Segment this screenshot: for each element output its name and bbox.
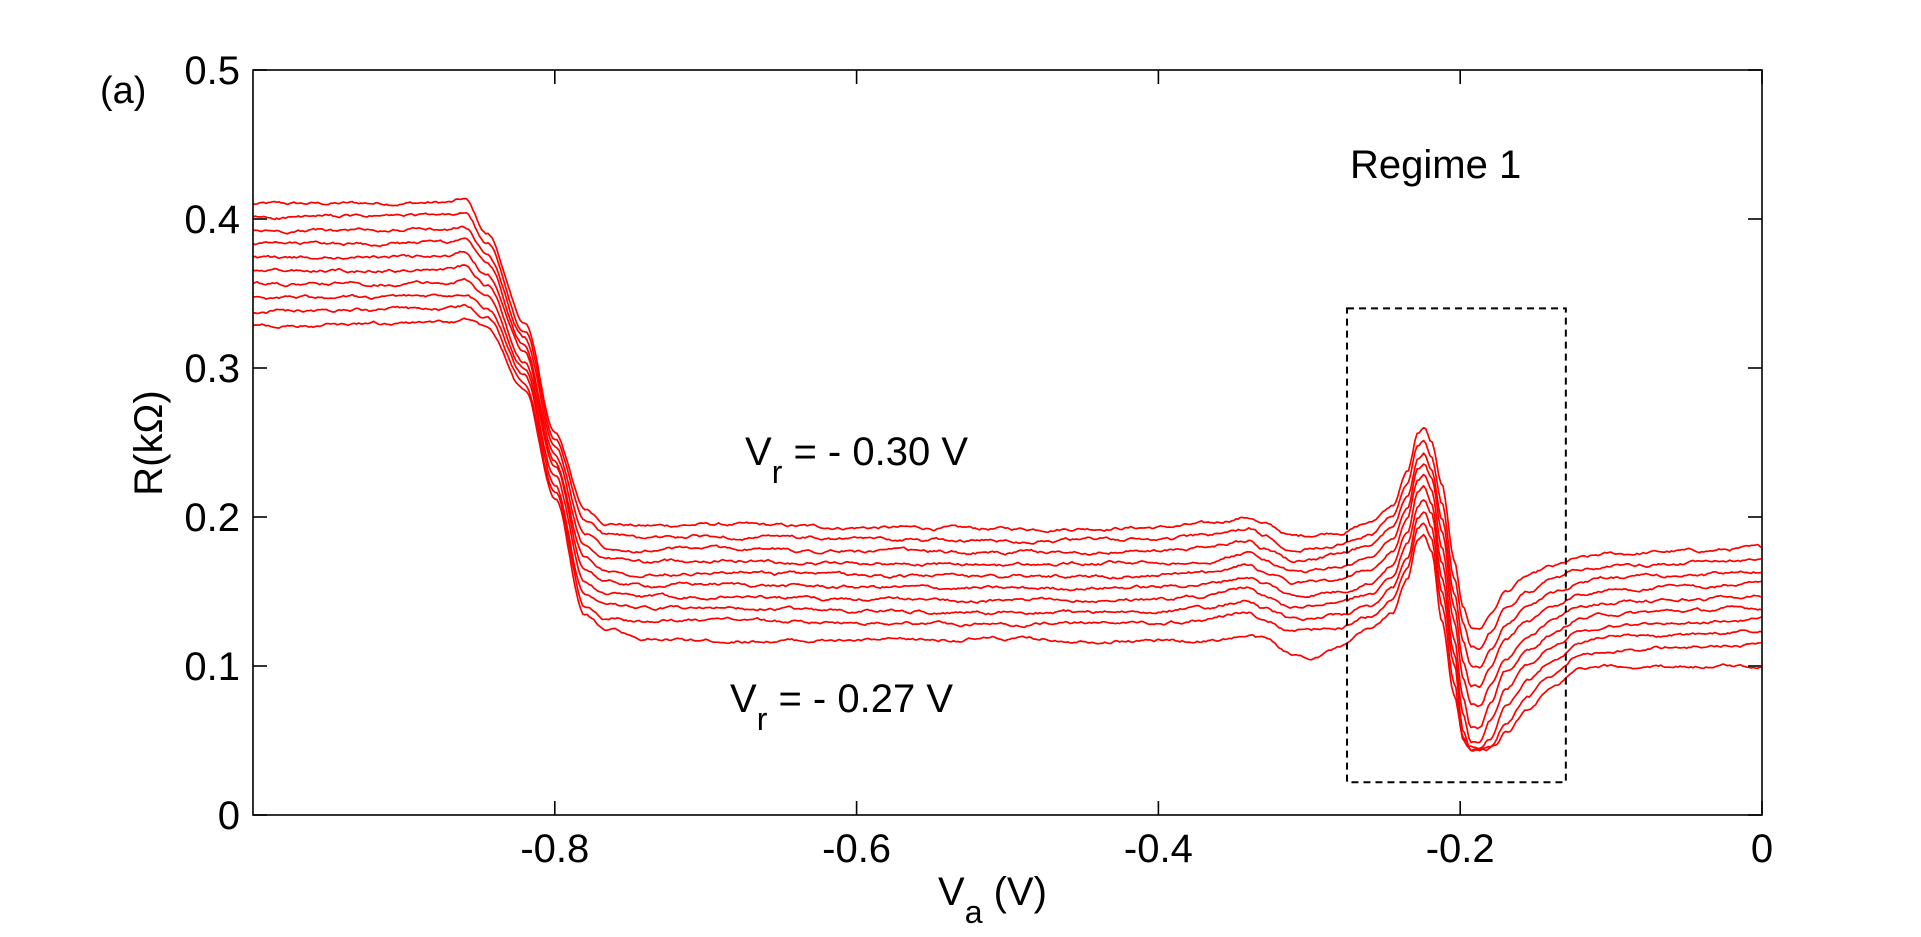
data-series-line [253, 225, 1763, 669]
data-series-line [252, 317, 1763, 752]
regime-annotation: Regime 1 [1350, 143, 1521, 187]
data-series-line [252, 277, 1763, 744]
data-series-line [252, 211, 1763, 651]
x-tick-label: -0.6 [822, 827, 891, 871]
x-axis-label: Va (V) [938, 870, 1047, 930]
annotation-top-sub: r [772, 454, 783, 490]
panel-label: (a) [100, 70, 146, 112]
y-tick-label: 0.4 [184, 198, 240, 242]
data-series-line [252, 197, 1763, 630]
axis-ticks: -0.8 -0.6 -0.4 -0.2 0 0 0.1 0.2 0.3 0.4 0.5 [184, 49, 1773, 871]
x-tick-label: -0.4 [1124, 827, 1193, 871]
y-tick-label: 0.3 [184, 347, 240, 391]
annotation-bottom-sub: r [757, 701, 768, 737]
y-tick-label: 0.5 [184, 49, 240, 93]
data-series-line [253, 293, 1763, 752]
y-tick-label: 0.2 [184, 496, 240, 540]
plot-frame [252, 69, 1763, 816]
x-axis-label-main: V [938, 870, 965, 914]
data-series-group [252, 197, 1763, 752]
x-tick-label: -0.2 [1426, 827, 1495, 871]
x-tick-label: 0 [1751, 827, 1773, 871]
annotation-top-suffix: = - 0.30 V [782, 430, 968, 474]
x-tick-label: -0.8 [520, 827, 589, 871]
annotation-bottom-curve: Vr = - 0.27 V [730, 677, 953, 737]
annotation-top-prefix: V [745, 430, 772, 474]
annotation-bottom-suffix: = - 0.27 V [767, 677, 953, 721]
x-axis-label-unit: (V) [982, 870, 1046, 914]
annotation-top-curve: Vr = - 0.30 V [745, 430, 968, 490]
data-series-line [252, 264, 1763, 730]
data-series-line [252, 303, 1762, 752]
annotation-bottom-prefix: V [730, 677, 757, 721]
data-series-line [252, 250, 1763, 708]
highlight-box [1346, 307, 1567, 784]
data-series-line [252, 237, 1763, 689]
x-axis-label-sub: a [965, 894, 983, 930]
y-axis-label: R(kΩ) [127, 390, 171, 495]
y-tick-label: 0.1 [184, 645, 240, 689]
y-tick-label: 0 [218, 794, 240, 838]
